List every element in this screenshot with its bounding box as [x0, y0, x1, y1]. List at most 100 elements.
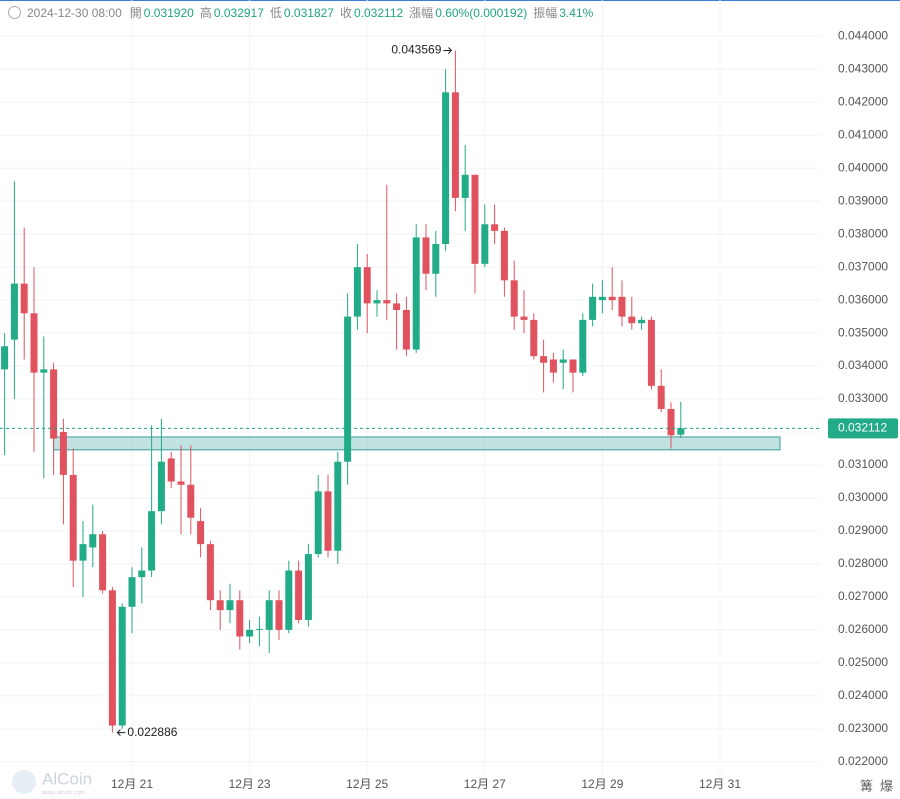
candle-body — [549, 359, 557, 373]
candle-body — [491, 224, 499, 231]
candle-body — [520, 316, 528, 320]
last-price-box — [828, 418, 898, 439]
header-label: 低 — [269, 6, 282, 20]
candle-body — [197, 521, 205, 545]
header-label: 開 — [129, 6, 142, 20]
candle-body — [344, 316, 352, 462]
candle-body — [657, 385, 665, 409]
y-tick-label: 0.044000 — [838, 28, 888, 42]
candle-body — [461, 174, 469, 198]
x-tick-label: 12月 21 — [111, 777, 153, 791]
candle-body — [40, 369, 48, 373]
candle-body — [579, 319, 587, 373]
candle-body — [589, 296, 597, 320]
y-tick-label: 0.037000 — [838, 259, 888, 273]
candle-body — [481, 224, 489, 264]
candle-body — [334, 461, 342, 551]
y-tick-label: 0.041000 — [838, 127, 888, 141]
y-tick-label: 0.029000 — [838, 523, 888, 537]
candle-body — [50, 369, 58, 439]
x-tick-label: 12月 23 — [229, 777, 271, 791]
candle-body — [559, 359, 567, 363]
y-tick-label: 0.034000 — [838, 358, 888, 372]
candle-body — [255, 628, 263, 630]
candle-body — [500, 230, 508, 281]
collapse-icon[interactable] — [8, 6, 21, 19]
candle-body — [275, 600, 283, 630]
candle-body — [363, 267, 371, 304]
arrow — [443, 47, 453, 54]
y-tick-label: 0.026000 — [838, 622, 888, 636]
header-value: 0.032112 — [354, 6, 404, 20]
low-label: 0.022886 — [127, 725, 177, 739]
y-tick-label: 0.035000 — [838, 325, 888, 339]
candle-body — [324, 491, 332, 551]
candle-body — [471, 174, 479, 264]
candle-body — [157, 461, 165, 512]
x-tick-label: 12月 27 — [464, 777, 506, 791]
footer-icon[interactable]: 篝 — [860, 778, 873, 793]
candle-body — [432, 244, 440, 274]
candle-body — [89, 534, 97, 548]
candle-body — [30, 313, 38, 373]
candle-body — [530, 319, 538, 357]
candle-body — [167, 458, 175, 482]
candle-body — [1, 346, 9, 370]
candle-body — [540, 356, 548, 363]
candle-body — [677, 428, 685, 435]
header-label: 高 — [199, 6, 212, 20]
watermark-site: www.aicoin.com — [41, 791, 85, 797]
candle-body — [177, 481, 185, 485]
candle-body — [295, 570, 303, 620]
high-label: 0.043569 — [391, 43, 441, 57]
candle-body — [59, 432, 67, 475]
candle-body — [246, 629, 254, 637]
header-value: 0.031827 — [283, 6, 334, 20]
candle-body — [598, 296, 606, 301]
header-label: 振幅 — [533, 6, 558, 20]
candle-body — [638, 319, 646, 324]
candle-body — [265, 600, 273, 630]
candle-body — [69, 474, 77, 561]
candle-body — [236, 600, 244, 637]
y-tick-label: 0.028000 — [838, 556, 888, 570]
candle-body — [20, 283, 28, 314]
arrow — [116, 729, 126, 736]
candle-body — [373, 300, 381, 304]
candle-body — [108, 590, 116, 726]
candle-body — [285, 570, 293, 630]
x-tick-label: 12月 29 — [581, 777, 623, 791]
header-value: 0.60%(0.000192) — [435, 6, 528, 20]
candle-body — [510, 280, 518, 317]
y-tick-label: 0.042000 — [838, 94, 888, 108]
candle-body — [148, 511, 156, 571]
logo-icon — [12, 770, 36, 794]
candle-body — [647, 319, 655, 386]
last-price-label: 0.032112 — [838, 420, 887, 434]
header-datetime: 2024-12-30 08:00 — [27, 6, 122, 20]
footer-icon[interactable]: 爆 — [880, 778, 893, 793]
plot — [0, 0, 820, 775]
candle-body — [353, 267, 361, 317]
candle-body — [667, 408, 675, 436]
candle-body — [393, 303, 401, 310]
candle-body — [412, 237, 420, 350]
y-tick-label: 0.023000 — [838, 721, 888, 735]
y-tick-label: 0.040000 — [838, 160, 888, 174]
y-tick-label: 0.024000 — [838, 688, 888, 702]
candle-body — [628, 316, 636, 324]
candle-body — [206, 544, 214, 601]
header-value: 3.41% — [559, 6, 594, 20]
header-value: 0.031920 — [143, 6, 194, 20]
candle-body — [402, 310, 410, 350]
candle-body — [216, 600, 224, 611]
candle-body — [569, 359, 577, 373]
header-label: 漲幅 — [409, 6, 434, 20]
watermark: AlCoin — [42, 769, 92, 788]
y-tick-label: 0.039000 — [838, 193, 888, 207]
candle-body — [79, 544, 87, 561]
y-tick-label: 0.043000 — [838, 61, 888, 75]
candle-body — [99, 534, 107, 591]
